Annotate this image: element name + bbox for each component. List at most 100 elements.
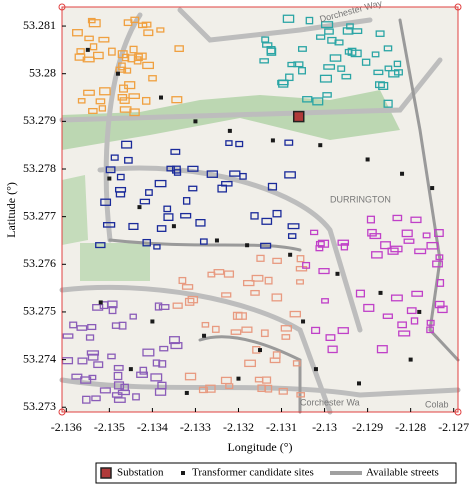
building bbox=[378, 81, 389, 90]
building bbox=[180, 212, 192, 219]
building bbox=[401, 229, 413, 238]
y-tick-label: 53.276 bbox=[23, 256, 56, 270]
transformer-site bbox=[214, 238, 219, 243]
building bbox=[361, 58, 371, 66]
building bbox=[312, 97, 324, 106]
building bbox=[327, 345, 338, 354]
building bbox=[434, 229, 444, 238]
transformer-site bbox=[236, 376, 241, 381]
building bbox=[250, 212, 259, 220]
building bbox=[323, 64, 336, 70]
building bbox=[159, 345, 169, 352]
building bbox=[435, 254, 444, 261]
building bbox=[171, 165, 181, 174]
building bbox=[411, 290, 424, 297]
building bbox=[98, 36, 110, 43]
building bbox=[123, 67, 132, 74]
transformer-site bbox=[98, 300, 103, 305]
y-tick-label: 53.273 bbox=[23, 399, 56, 413]
building bbox=[156, 27, 165, 33]
y-tick-label: 53.278 bbox=[23, 161, 56, 175]
building bbox=[366, 215, 376, 224]
building bbox=[156, 225, 167, 232]
building bbox=[158, 360, 167, 368]
building bbox=[154, 302, 163, 311]
building bbox=[205, 384, 216, 393]
building bbox=[225, 383, 234, 390]
street bbox=[108, 238, 302, 252]
building bbox=[256, 254, 265, 262]
building bbox=[302, 96, 313, 103]
transformer-site bbox=[318, 143, 323, 148]
building bbox=[347, 47, 357, 56]
building bbox=[398, 330, 411, 337]
transformer-site bbox=[378, 290, 383, 295]
building bbox=[178, 276, 187, 285]
transformer-site bbox=[115, 71, 120, 76]
frame-corner bbox=[454, 3, 462, 11]
building bbox=[371, 51, 380, 58]
building bbox=[93, 51, 104, 60]
building bbox=[289, 310, 301, 318]
building bbox=[110, 154, 119, 161]
plot-frame bbox=[61, 6, 459, 413]
building bbox=[142, 238, 151, 247]
building bbox=[154, 388, 167, 396]
building bbox=[272, 209, 282, 218]
building bbox=[89, 43, 98, 51]
building bbox=[207, 271, 216, 278]
building bbox=[319, 74, 333, 83]
street bbox=[59, 57, 443, 123]
transformer-site bbox=[365, 157, 370, 162]
transformer-site bbox=[335, 271, 340, 276]
building bbox=[174, 45, 184, 53]
y-axis-label: Latitude (°) bbox=[4, 182, 18, 238]
building bbox=[342, 27, 354, 35]
transformer-site bbox=[128, 367, 133, 372]
building bbox=[105, 166, 116, 174]
building bbox=[172, 302, 183, 309]
building bbox=[305, 16, 314, 25]
transformer-site bbox=[159, 95, 163, 100]
building bbox=[232, 311, 243, 320]
transformer-site bbox=[202, 333, 207, 338]
building bbox=[188, 185, 198, 192]
building bbox=[393, 60, 402, 68]
building bbox=[264, 384, 273, 393]
building bbox=[296, 255, 305, 263]
building bbox=[317, 239, 330, 248]
transformer-site bbox=[258, 348, 262, 353]
building bbox=[99, 387, 111, 394]
building bbox=[145, 189, 153, 196]
building bbox=[259, 58, 269, 64]
x-tick-label: -2.136 bbox=[51, 420, 82, 434]
building bbox=[139, 198, 151, 205]
building bbox=[170, 342, 183, 350]
building bbox=[114, 186, 127, 193]
building bbox=[410, 216, 422, 224]
building bbox=[62, 333, 74, 339]
building bbox=[86, 350, 100, 356]
building bbox=[82, 395, 91, 404]
building bbox=[244, 359, 256, 368]
building bbox=[373, 69, 384, 76]
park bbox=[80, 243, 150, 281]
building bbox=[380, 241, 391, 250]
building bbox=[211, 325, 220, 333]
building bbox=[229, 170, 241, 177]
building bbox=[337, 239, 350, 246]
building bbox=[260, 329, 269, 338]
y-tick-label: 53.279 bbox=[23, 113, 56, 127]
building bbox=[148, 75, 157, 82]
building bbox=[93, 361, 104, 369]
street bbox=[59, 284, 333, 415]
building bbox=[154, 179, 167, 188]
building bbox=[123, 19, 133, 27]
transformer-site bbox=[137, 205, 142, 210]
building bbox=[272, 257, 282, 264]
street bbox=[59, 377, 461, 398]
building bbox=[376, 345, 388, 354]
building bbox=[284, 139, 294, 146]
building bbox=[139, 366, 148, 375]
building bbox=[107, 300, 118, 309]
